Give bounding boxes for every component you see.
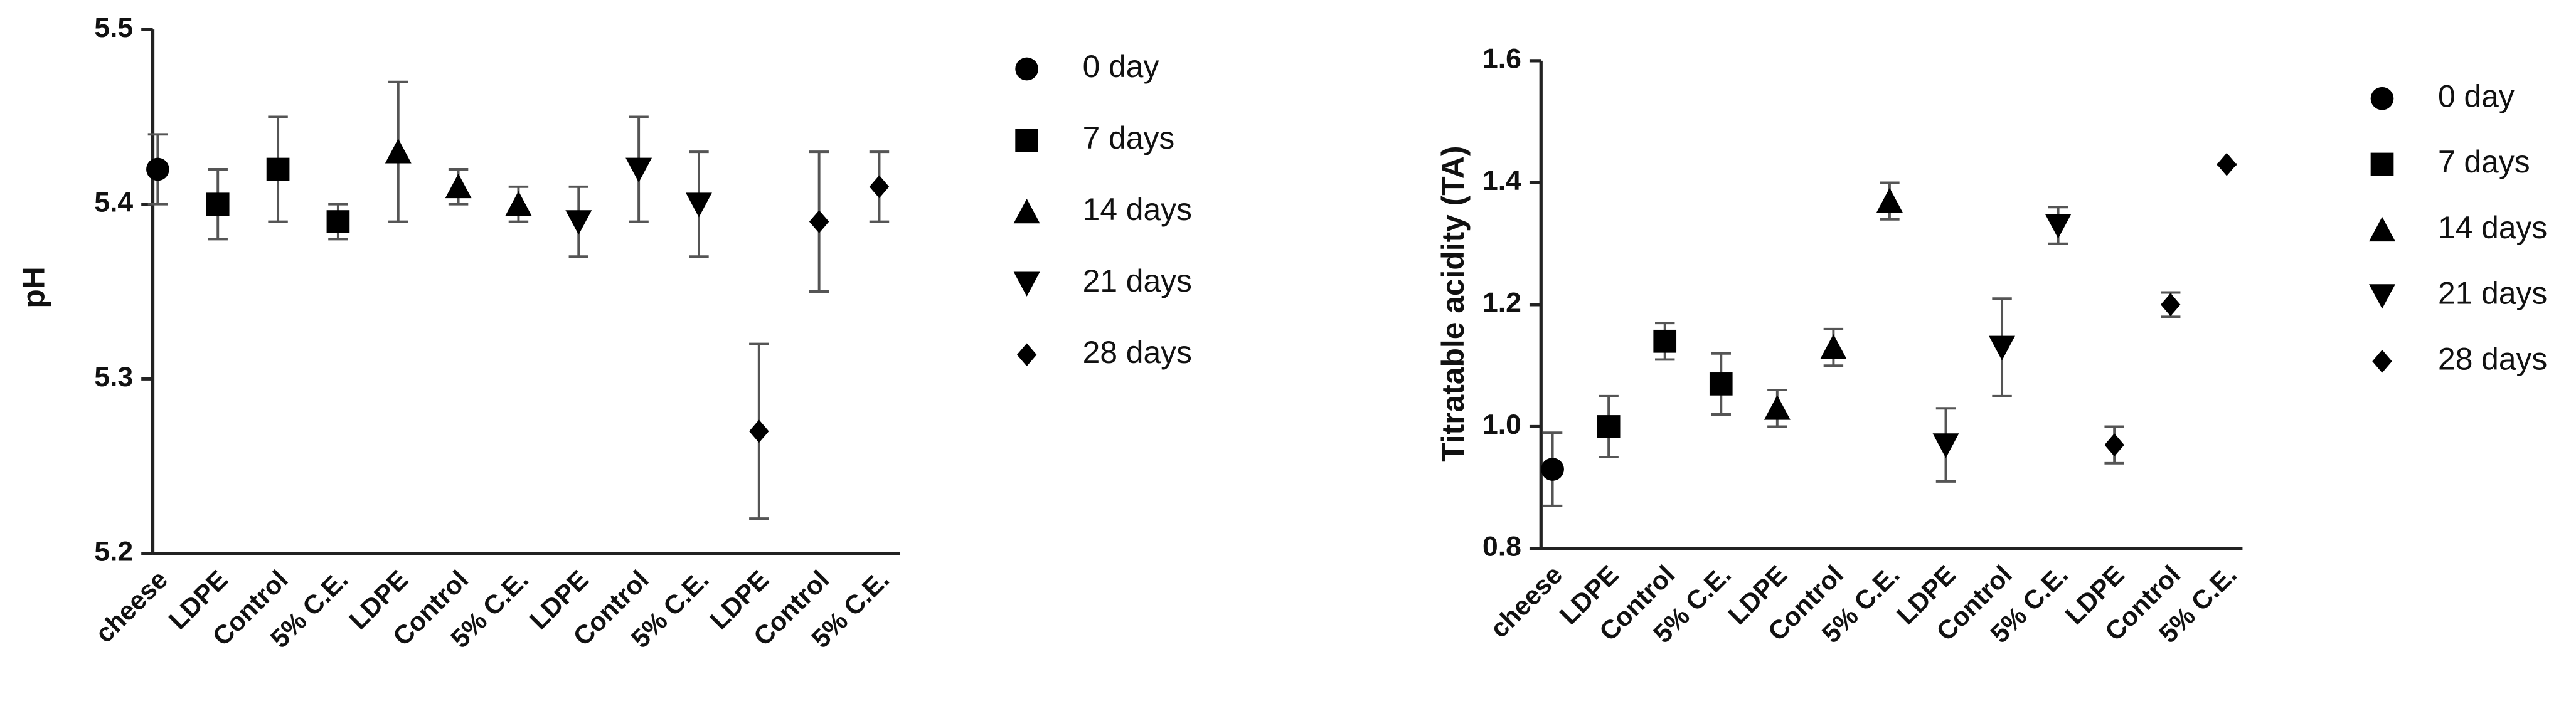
y-tick-label: 0.8 <box>1482 532 1521 562</box>
y-axis-label: Titratable acidity (TA) <box>1435 146 1471 462</box>
marker <box>2045 214 2072 239</box>
marker <box>749 419 769 443</box>
legend-item: 7 days <box>1015 120 1174 155</box>
marker <box>505 191 532 216</box>
y-tick-label: 1.6 <box>1482 44 1521 75</box>
y-tick-label: 5.3 <box>94 362 133 392</box>
marker <box>1653 329 1677 353</box>
legend-item: 28 days <box>1016 335 1192 370</box>
legend-label: 7 days <box>1083 120 1175 155</box>
legend-marker <box>2370 152 2394 176</box>
marker <box>565 210 592 235</box>
y-tick-label: 5.2 <box>94 537 133 567</box>
y-tick-label: 1.2 <box>1482 288 1521 318</box>
marker <box>1597 415 1621 438</box>
legend-marker <box>2369 284 2395 309</box>
legend-item: 14 days <box>1013 192 1192 227</box>
legend-label: 14 days <box>1083 192 1192 227</box>
legend-marker <box>2372 349 2392 373</box>
legend-marker <box>1013 271 1040 297</box>
marker <box>326 210 350 233</box>
marker <box>2217 152 2237 176</box>
legend-marker <box>1015 129 1038 152</box>
marker <box>809 210 829 233</box>
legend-marker <box>2369 216 2395 242</box>
marker <box>206 192 230 216</box>
marker <box>1820 334 1847 359</box>
legend-marker <box>1015 57 1038 81</box>
marker <box>266 157 290 181</box>
y-tick-label: 5.5 <box>94 13 133 43</box>
marker <box>1876 187 1903 213</box>
marker <box>869 175 890 199</box>
legend-label: 28 days <box>2438 341 2547 376</box>
legend-item: 14 days <box>2369 210 2547 245</box>
marker <box>1989 335 2016 360</box>
y-axis-label: pH <box>16 266 51 308</box>
legend-label: 21 days <box>1083 263 1192 298</box>
x-tick-label: cheese <box>89 564 173 648</box>
legend-item: 21 days <box>2369 276 2547 311</box>
legend-marker <box>1013 198 1040 224</box>
marker <box>2161 293 2181 317</box>
legend-label: 0 day <box>2438 78 2515 113</box>
legend-item: 21 days <box>1013 263 1192 298</box>
marker <box>2104 433 2124 456</box>
y-tick-label: 1.4 <box>1482 166 1521 196</box>
chart-panel: 0.8 1.0 1.2 1.4 1.6 Titratable acidity (TA) ch… <box>1435 44 2547 649</box>
legend-marker <box>1016 343 1037 367</box>
marker <box>385 139 412 164</box>
legend-item: 28 days <box>2372 341 2547 376</box>
legend-label: 0 day <box>1083 49 1159 84</box>
legend-marker <box>2370 87 2394 110</box>
legend-item: 0 day <box>1015 49 1159 84</box>
y-tick-label: 1.0 <box>1482 409 1521 440</box>
legend-item: 0 day <box>2370 78 2515 113</box>
marker <box>1764 395 1791 420</box>
marker <box>625 157 652 182</box>
legend-item: 7 days <box>2370 144 2530 179</box>
marker <box>1709 372 1733 396</box>
marker <box>1541 458 1564 481</box>
x-tick-label: cheese <box>1484 560 1568 644</box>
legend-label: 14 days <box>2438 210 2547 245</box>
legend-label: 28 days <box>1083 335 1192 370</box>
legend-label: 7 days <box>2438 144 2530 179</box>
marker <box>445 173 472 199</box>
marker <box>1932 433 1959 458</box>
y-tick-label: 5.4 <box>94 187 133 218</box>
marker <box>146 157 169 181</box>
marker <box>686 192 712 218</box>
legend-label: 21 days <box>2438 276 2547 311</box>
